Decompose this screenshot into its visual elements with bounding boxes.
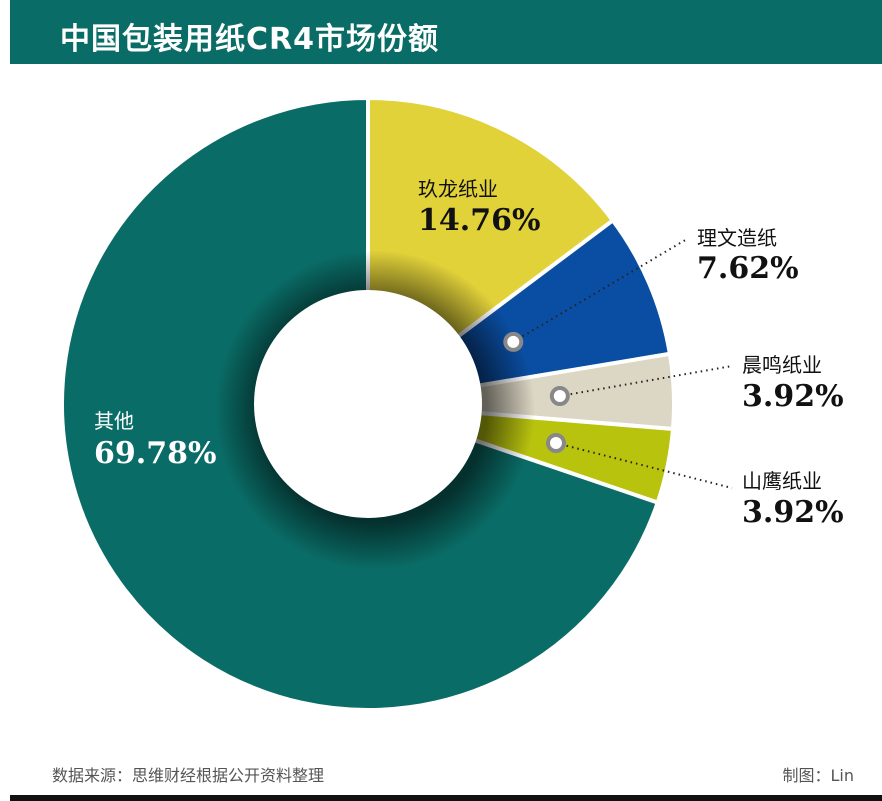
leader-lines — [503, 238, 733, 489]
slice-label-4: 其他 — [94, 409, 134, 433]
slice-label-2: 晨鸣纸业 — [742, 353, 822, 377]
leader-dot-3 — [545, 433, 566, 454]
slice-label-0: 玖龙纸业 — [418, 177, 498, 201]
credit-note: 制图：Lin — [782, 766, 854, 785]
slice-label-3: 山鹰纸业 — [742, 469, 822, 493]
chart-title: 中国包装用纸CR4市场份额 — [60, 22, 439, 57]
source-note: 数据来源：思维财经根据公开资料整理 — [52, 766, 325, 785]
donut-hole — [254, 290, 482, 518]
slice-value-4: 69.78% — [94, 436, 216, 471]
slice-value-0: 14.76% — [418, 203, 540, 238]
slice-value-1: 7.62% — [697, 251, 799, 286]
leader-dot-1 — [503, 331, 524, 352]
slice-value-2: 3.92% — [742, 379, 844, 414]
leader-dot-2 — [549, 386, 570, 407]
leader-line-1 — [512, 238, 688, 343]
title-bar: 中国包装用纸CR4市场份额 — [10, 0, 882, 64]
slice-label-1: 理文造纸 — [697, 226, 777, 250]
slice-value-3: 3.92% — [742, 495, 844, 530]
bottom-rule — [10, 795, 882, 801]
